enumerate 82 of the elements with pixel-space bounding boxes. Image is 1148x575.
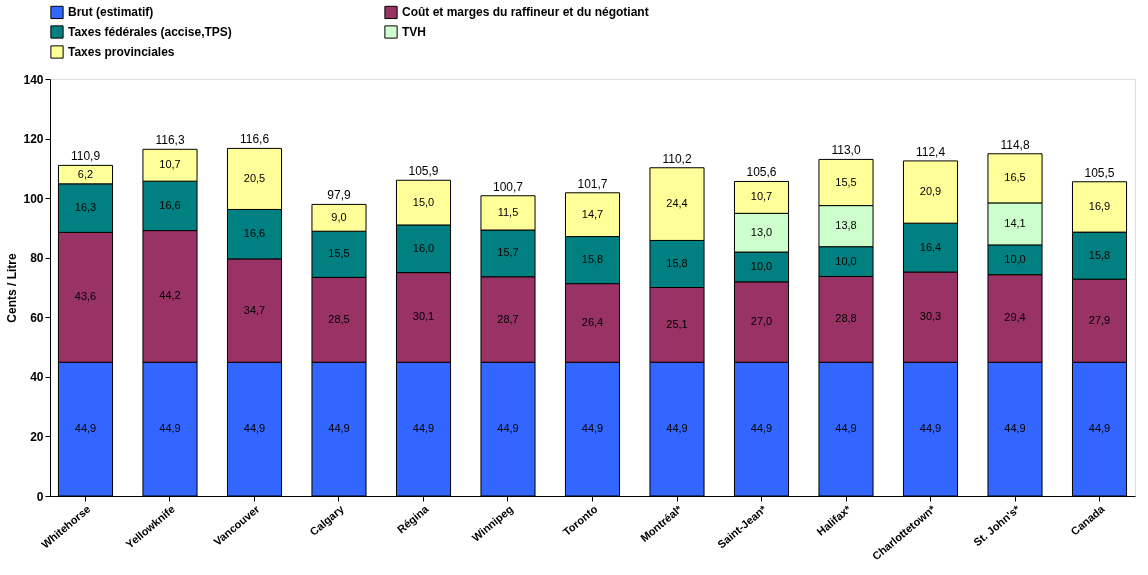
data-label: 15,7 <box>497 246 519 259</box>
data-label: 34,7 <box>243 303 266 316</box>
total-label: 116,3 <box>155 133 185 148</box>
data-label: 16,9 <box>1088 199 1111 212</box>
total-label: 110,2 <box>662 151 692 166</box>
data-label: 20,5 <box>243 171 266 184</box>
data-label: 43,6 <box>74 290 97 303</box>
total-label: 110,9 <box>70 149 101 164</box>
data-label: 6,2 <box>77 167 94 180</box>
total-label: 105,5 <box>1084 165 1115 180</box>
data-label: 15,8 <box>1088 248 1111 261</box>
data-label: 25,1 <box>666 317 688 330</box>
data-label: 16,6 <box>243 227 266 240</box>
data-label: 28,7 <box>497 312 519 325</box>
legend-label: Coût et marges du raffineur et du négotiant <box>402 5 649 20</box>
total-label: 113,0 <box>831 143 861 158</box>
data-label: 16,0 <box>412 241 435 254</box>
y-tick-label: 0 <box>36 489 44 504</box>
data-label: 10,0 <box>1004 252 1026 265</box>
data-label: 30,3 <box>919 310 942 323</box>
data-label: 14,7 <box>581 207 604 220</box>
y-tick-label: 60 <box>30 310 44 325</box>
total-label: 116,6 <box>239 132 270 147</box>
data-label: 44,9 <box>243 422 266 435</box>
data-label: 44,9 <box>159 422 181 435</box>
total-label: 97,9 <box>327 188 351 203</box>
y-tick-label: 100 <box>23 191 44 206</box>
data-label: 15,5 <box>835 175 857 188</box>
y-tick-label: 120 <box>23 132 44 147</box>
data-label: 27,9 <box>1088 313 1111 326</box>
data-label: 24,4 <box>666 197 688 210</box>
data-label: 14,1 <box>1004 216 1026 229</box>
y-tick-label: 80 <box>30 251 44 266</box>
data-label: 16,4 <box>919 240 942 253</box>
total-label: 101,7 <box>577 176 608 191</box>
data-label: 15,0 <box>412 195 435 208</box>
data-label: 10,7 <box>750 190 773 203</box>
data-label: 44,9 <box>835 422 857 435</box>
data-label: 44,9 <box>581 422 604 435</box>
data-label: 44,9 <box>666 422 688 435</box>
data-label: 9,0 <box>331 210 347 223</box>
total-label: 105,6 <box>746 165 777 180</box>
total-label: 100,7 <box>492 179 524 194</box>
y-axis-title: Cents / Litre <box>5 253 20 323</box>
total-label: 112,4 <box>915 144 946 159</box>
data-label: 28,5 <box>328 312 350 325</box>
total-label: 114,8 <box>1000 137 1030 152</box>
data-label: 44,9 <box>919 422 942 435</box>
data-label: 10,0 <box>835 254 857 267</box>
data-label: 44,9 <box>497 422 519 435</box>
data-label: 16,5 <box>1004 171 1026 184</box>
data-label: 11,5 <box>497 205 519 218</box>
data-label: 13,8 <box>835 219 857 232</box>
data-label: 16,3 <box>74 201 97 214</box>
data-label: 15,8 <box>581 253 604 266</box>
data-label: 44,9 <box>74 422 97 435</box>
data-label: 15,5 <box>328 247 350 260</box>
y-tick-label: 20 <box>30 429 44 444</box>
data-label: 15,8 <box>666 256 688 269</box>
data-label: 44,2 <box>159 289 181 302</box>
data-label: 26,4 <box>581 315 604 328</box>
y-tick-label: 140 <box>23 72 44 87</box>
data-label: 30,1 <box>412 310 435 323</box>
data-label: 10,7 <box>159 158 181 171</box>
data-label: 44,9 <box>1088 422 1111 435</box>
data-label: 27,0 <box>750 315 773 328</box>
data-label: 13,0 <box>750 225 773 238</box>
data-label: 44,9 <box>412 422 435 435</box>
data-label: 28,8 <box>835 312 857 325</box>
data-label: 44,9 <box>750 422 773 435</box>
data-label: 10,0 <box>750 259 773 272</box>
data-label: 20,9 <box>919 185 942 198</box>
data-label: 44,9 <box>328 422 350 435</box>
legend-label: Brut (estimatif) <box>68 5 154 20</box>
legend-label: Taxes provinciales <box>68 45 175 59</box>
data-label: 29,4 <box>1004 311 1026 324</box>
y-tick-label: 40 <box>30 370 44 385</box>
total-label: 105,9 <box>408 164 439 179</box>
data-label: 44,9 <box>1004 422 1026 435</box>
data-label: 16,6 <box>159 198 181 211</box>
legend-label: TVH <box>402 25 426 39</box>
legend-label: Taxes fédérales (accise,TPS) <box>68 25 232 39</box>
